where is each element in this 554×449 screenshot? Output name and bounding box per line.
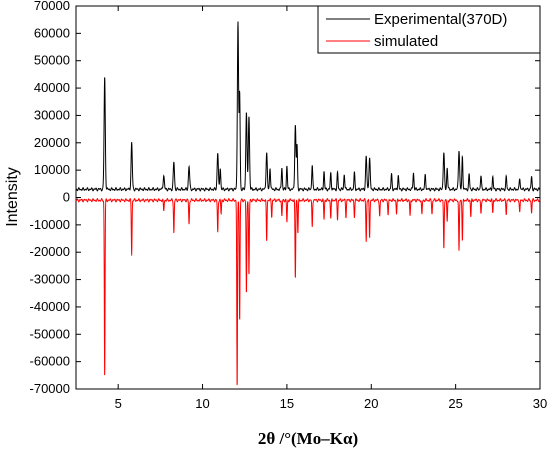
y-tick-label: -40000	[30, 299, 70, 314]
x-tick-label: 10	[195, 396, 209, 411]
y-tick-label: -20000	[30, 244, 70, 259]
series-line-experimental	[75, 21, 541, 192]
series-line-simulated	[75, 197, 541, 386]
x-axis-ticks: 5 10 15 20 25 30	[115, 6, 547, 411]
y-tick-label: -70000	[30, 381, 70, 396]
x-axis-title: 2θ /°(Mo–Kα)	[258, 429, 358, 448]
y-tick-label: 50000	[34, 53, 70, 68]
x-tick-label: 20	[364, 396, 378, 411]
legend-label-simulated: simulated	[374, 33, 438, 50]
series-layer	[75, 21, 541, 386]
y-tick-label: 0	[63, 190, 70, 205]
y-tick-label: -60000	[30, 354, 70, 369]
y-tick-label: 70000	[34, 0, 70, 13]
x-tick-label: 30	[533, 396, 547, 411]
y-axis-title: Intensity	[4, 167, 21, 227]
legend: Experimental(370D) simulated	[317, 5, 541, 54]
plot-frame	[75, 5, 541, 390]
y-tick-label: 60000	[34, 25, 70, 40]
x-tick-label: 5	[115, 396, 122, 411]
legend-box	[317, 5, 541, 54]
y-tick-label: 40000	[34, 80, 70, 95]
y-tick-label: -30000	[30, 272, 70, 287]
x-tick-label: 25	[448, 396, 462, 411]
y-tick-label: -10000	[30, 217, 70, 232]
x-tick-label: 15	[280, 396, 294, 411]
y-tick-label: 10000	[34, 162, 70, 177]
y-tick-label: -50000	[30, 326, 70, 341]
y-tick-label: 30000	[34, 107, 70, 122]
y-axis-ticks: 70000 60000 50000 40000 30000 20000 10000 0 -100…	[30, 0, 540, 396]
legend-label-experimental: Experimental(370D)	[374, 11, 507, 28]
y-tick-label: 20000	[34, 135, 70, 150]
